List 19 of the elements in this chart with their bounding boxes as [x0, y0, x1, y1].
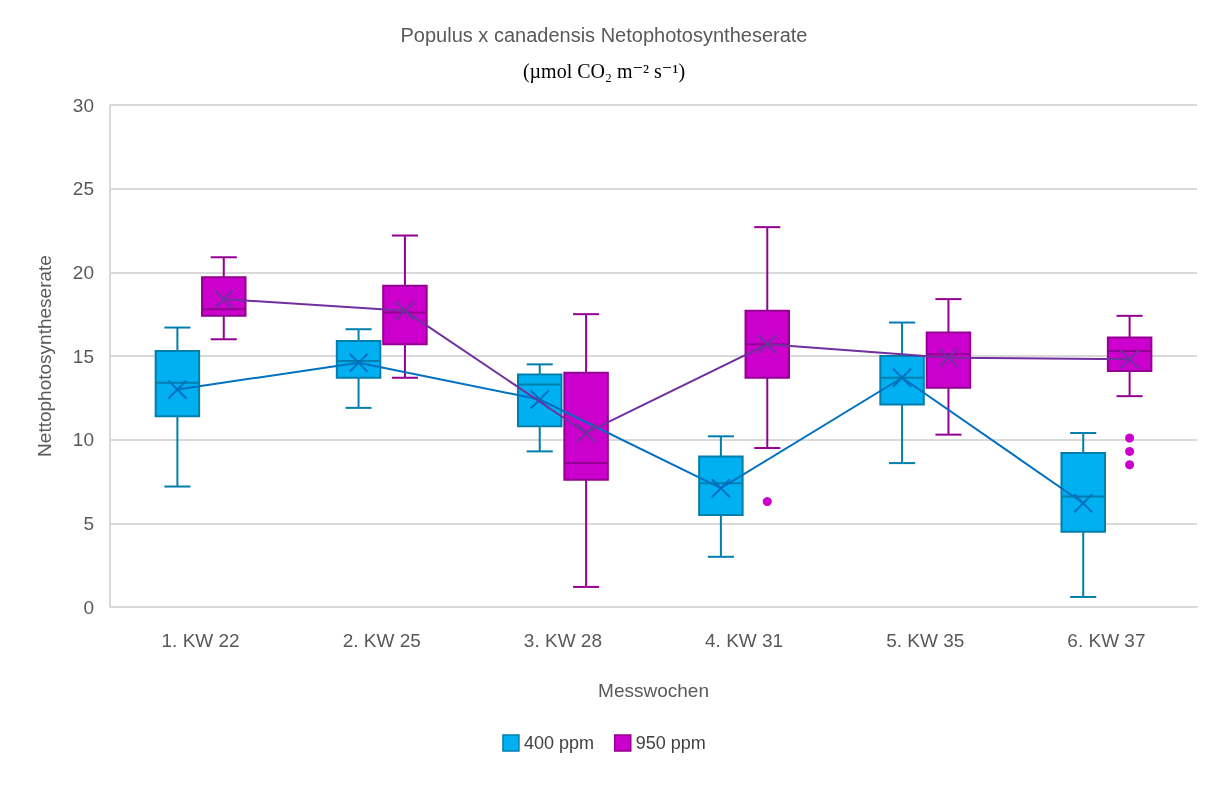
y-tick-label: 30 — [72, 94, 94, 116]
y-tick-label: 25 — [72, 178, 94, 200]
x-tick-label: 6. KW 37 — [1067, 630, 1146, 651]
x-axis-title: Messwochen — [598, 680, 709, 701]
y-tick-label: 0 — [83, 596, 94, 618]
x-tick-label: 1. KW 22 — [161, 630, 240, 651]
legend-label: 950 ppm — [635, 733, 706, 753]
x-tick-label: 4. KW 31 — [705, 630, 784, 651]
legend-label: 400 ppm — [523, 733, 595, 753]
y-tick-label: 10 — [72, 429, 94, 451]
x-tick-label: 3. KW 28 — [523, 630, 602, 651]
y-axis-title: Nettophotosyntheserate — [34, 255, 55, 457]
y-tick-label: 5 — [83, 512, 94, 534]
y-tick-label: 15 — [72, 345, 94, 367]
x-tick-label: 5. KW 35 — [886, 630, 965, 651]
chart-title: Populus x canadensis Netophotosyntheserate — [400, 24, 808, 46]
x-tick-label: 2. KW 25 — [342, 630, 421, 651]
y-tick-label: 20 — [72, 261, 94, 283]
chart-subtitle: (µmol CO₂ m⁻² s⁻¹) — [522, 60, 686, 83]
